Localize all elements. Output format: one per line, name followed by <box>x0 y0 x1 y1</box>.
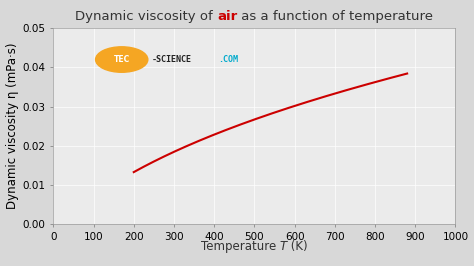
Text: -SCIENCE: -SCIENCE <box>152 55 192 64</box>
Circle shape <box>96 47 148 72</box>
Y-axis label: Dynamic viscosity η (mPa·s): Dynamic viscosity η (mPa·s) <box>6 43 18 209</box>
Text: TEC: TEC <box>114 55 130 64</box>
Text: .COM: .COM <box>218 55 238 64</box>
Text: Dynamic viscosity of: Dynamic viscosity of <box>75 10 217 23</box>
Text: (K): (K) <box>287 240 308 253</box>
Text: Temperature: Temperature <box>201 240 280 253</box>
Text: air: air <box>217 10 237 23</box>
Text: as a function of temperature: as a function of temperature <box>237 10 434 23</box>
Text: T: T <box>280 240 287 253</box>
